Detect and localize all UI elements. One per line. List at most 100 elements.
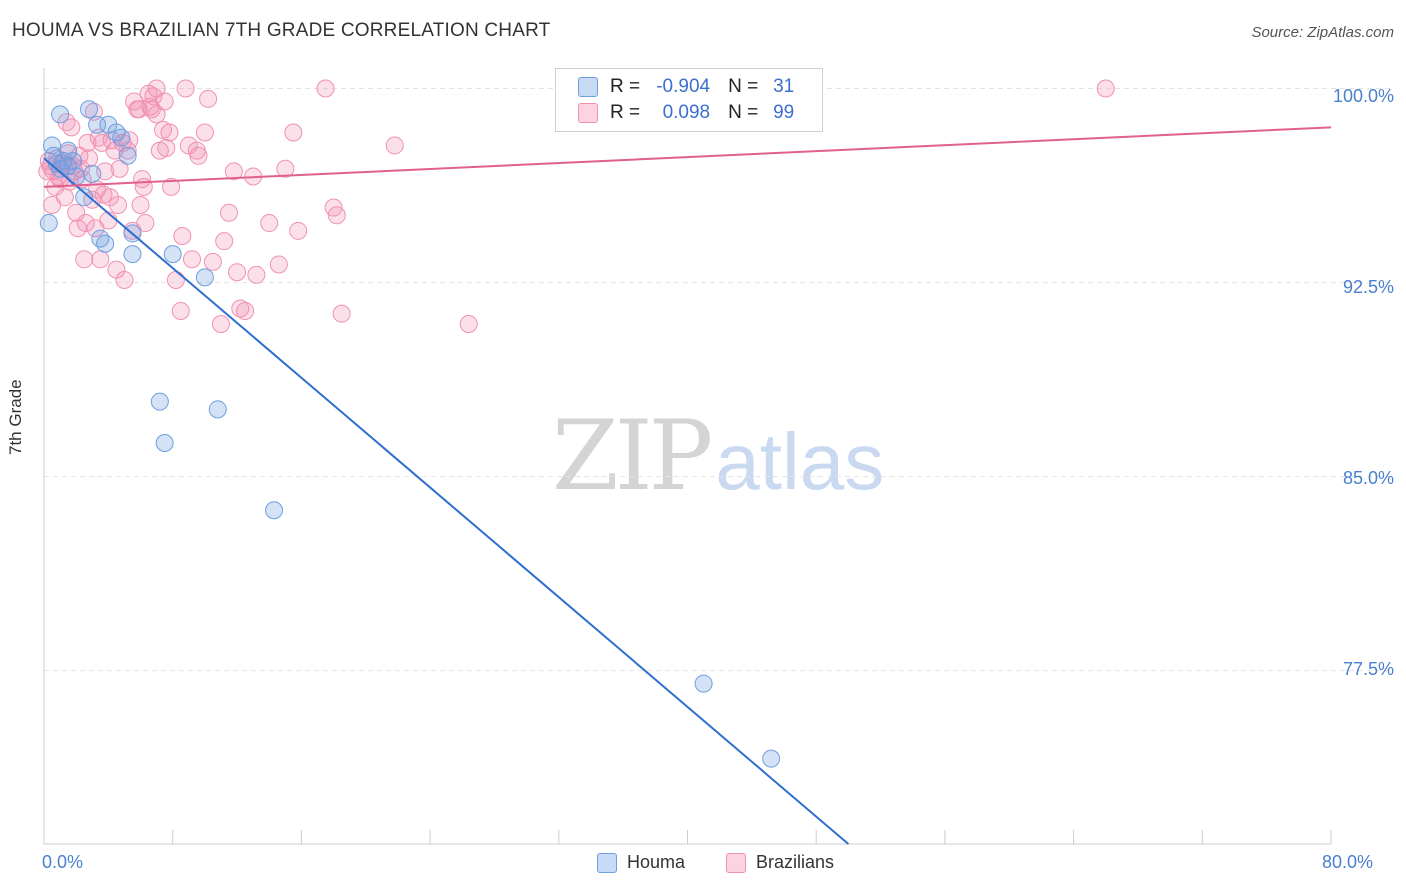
bottom-legend-brazilians-label: Brazilians (756, 852, 835, 872)
brazilians-point (189, 146, 208, 165)
brazilians-point (55, 188, 74, 207)
brazilians-point (115, 270, 134, 289)
brazilians-point (173, 226, 192, 245)
brazilians-point (76, 214, 95, 233)
brazilians-point (220, 203, 239, 222)
axes (43, 68, 1332, 845)
brazilians-point (236, 302, 255, 321)
legend-n-value: 99 (773, 102, 795, 123)
brazilians-point (89, 128, 108, 147)
bottom-legend-brazilians: Brazilians (726, 852, 834, 873)
legend-r-value: 0.098 (662, 102, 711, 123)
watermark: ZIPatlas (552, 400, 884, 512)
houma-point (123, 245, 142, 264)
brazilians-point (327, 206, 346, 225)
houma-point (39, 214, 58, 233)
houma-swatch (597, 852, 617, 873)
brazilians-swatch (578, 103, 598, 123)
brazilians-point (203, 252, 222, 271)
houma-point (112, 128, 131, 147)
brazilians-point (154, 120, 173, 139)
brazilians-point (195, 123, 214, 142)
bottom-legend-houma: Houma (597, 852, 685, 873)
brazilians-point (136, 214, 155, 233)
x-tick-label: 80.0% (1322, 852, 1374, 872)
brazilians-point (100, 188, 119, 207)
legend-row-brazilians: R = 0.098 N = 99 (578, 100, 794, 126)
y-tick-label: 92.5% (1342, 277, 1394, 297)
brazilians-point (224, 162, 243, 181)
houma-point (91, 229, 110, 248)
houma-point (96, 234, 115, 253)
houma-point (195, 268, 214, 287)
correlation-legend: R = -0.904 N = 31 R = 0.098 N = 99 (555, 68, 823, 132)
houma-point (208, 400, 227, 419)
brazilians-point (289, 221, 308, 240)
brazilians-point (260, 214, 279, 233)
brazilians-point (459, 314, 478, 333)
legend-r-value: -0.904 (656, 76, 711, 97)
houma-point (150, 392, 169, 411)
houma-point (75, 188, 94, 207)
brazilians-point (183, 250, 202, 269)
houma-swatch (578, 77, 598, 97)
brazilians-point (228, 263, 247, 282)
brazilians-point (166, 270, 185, 289)
chart-title: HOUMA VS BRAZILIAN 7TH GRADE CORRELATION… (12, 20, 551, 41)
brazilians-point (144, 87, 163, 106)
legend-n-value: 31 (773, 76, 795, 97)
brazilians-point (171, 302, 190, 321)
y-tick-label: 100.0% (1332, 86, 1394, 106)
houma-point (163, 245, 182, 264)
legend-row-houma: R = -0.904 N = 31 (578, 74, 794, 100)
brazilians-point (247, 265, 266, 284)
brazilians-point (211, 314, 230, 333)
watermark-atlas: atlas (715, 417, 885, 506)
brazilians-point (1096, 79, 1115, 98)
brazilians-point (147, 105, 166, 124)
legend-n-label: N = (728, 102, 759, 123)
brazilians-point (284, 123, 303, 142)
source-credit: Source: ZipAtlas.com (1251, 24, 1394, 41)
brazilians-point (131, 195, 150, 214)
brazilians-point (62, 118, 81, 137)
watermark-zip: ZIP (552, 400, 713, 512)
houma-point (99, 115, 118, 134)
brazilians-point (110, 159, 129, 178)
brazilians-point (231, 299, 250, 318)
brazilians-trend-line (43, 126, 1332, 188)
houma-point (59, 141, 78, 160)
houma-point (43, 136, 62, 155)
houma-point (265, 501, 284, 520)
houma-point (51, 105, 70, 124)
trend-lines (43, 126, 1332, 845)
brazilians-point (78, 133, 97, 152)
brazilians-swatch (726, 852, 746, 873)
brazilians-point (199, 89, 218, 108)
houma-points (39, 100, 781, 768)
brazilians-point (86, 219, 105, 238)
brazilians-point (133, 170, 152, 189)
houma-trend-line (43, 157, 850, 845)
y-axis-label: 7th Grade (6, 379, 25, 455)
y-tick-label: 85.0% (1342, 468, 1394, 488)
brazilians-point (157, 139, 176, 158)
brazilians-point (176, 79, 195, 98)
bottom-legend-houma-label: Houma (627, 852, 686, 872)
brazilians-point (129, 100, 148, 119)
houma-point (83, 164, 102, 183)
brazilians-point (215, 232, 234, 251)
legend-n-label: N = (728, 76, 759, 97)
legend-r-label: R = (610, 102, 641, 123)
houma-point (155, 433, 174, 452)
brazilians-point (91, 250, 110, 269)
brazilians-point (75, 250, 94, 269)
brazilians-point (162, 177, 181, 196)
houma-point (63, 151, 82, 170)
brazilians-point (385, 136, 404, 155)
houma-point (118, 146, 137, 165)
houma-point (694, 674, 713, 693)
brazilians-point (332, 304, 351, 323)
houma-point (80, 100, 99, 119)
